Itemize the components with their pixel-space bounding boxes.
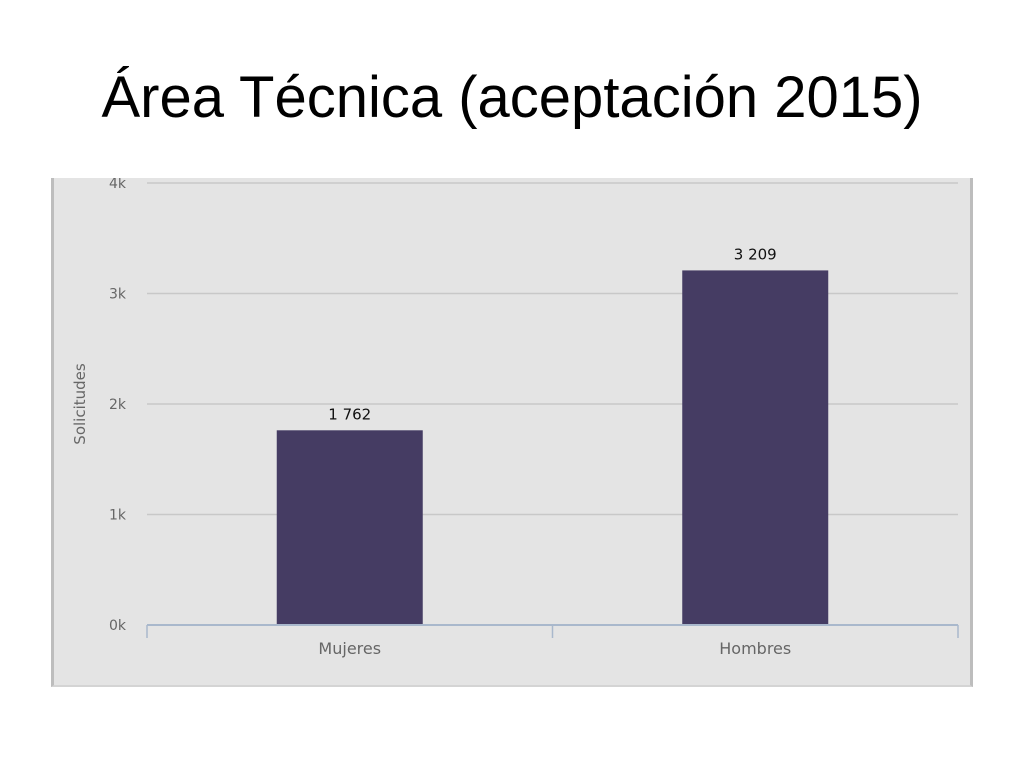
x-axis-ticks: Mujeres Hombres <box>318 639 791 658</box>
x-tick-label: Hombres <box>719 639 791 658</box>
data-label: 3 209 <box>734 245 777 263</box>
bar-mujeres <box>276 430 423 625</box>
y-axis-ticks: 0k 1k 2k 3k 4k <box>109 176 127 634</box>
y-tick-label: 1k <box>109 508 127 524</box>
data-labels: 1 762 3 209 <box>328 245 776 423</box>
y-axis-label: Solicitudes <box>71 363 89 445</box>
chart-frame: 0k 1k 2k 3k 4k 1 762 3 209 Mujeres Hombres Sol… <box>51 176 973 687</box>
y-tick-label: 0k <box>109 618 127 634</box>
y-tick-label: 3k <box>109 287 127 303</box>
slide-title: Área Técnica (aceptación 2015) <box>101 65 923 130</box>
y-tick-label: 2k <box>109 397 127 413</box>
y-tick-label: 4k <box>109 178 127 192</box>
x-axis <box>146 624 959 638</box>
bar-hombres <box>682 270 829 625</box>
data-label: 1 762 <box>328 405 371 423</box>
gridlines <box>147 182 958 516</box>
bars <box>276 270 829 625</box>
x-tick-label: Mujeres <box>318 639 381 658</box>
bar-chart: 0k 1k 2k 3k 4k 1 762 3 209 Mujeres Hombres Sol… <box>71 176 959 658</box>
